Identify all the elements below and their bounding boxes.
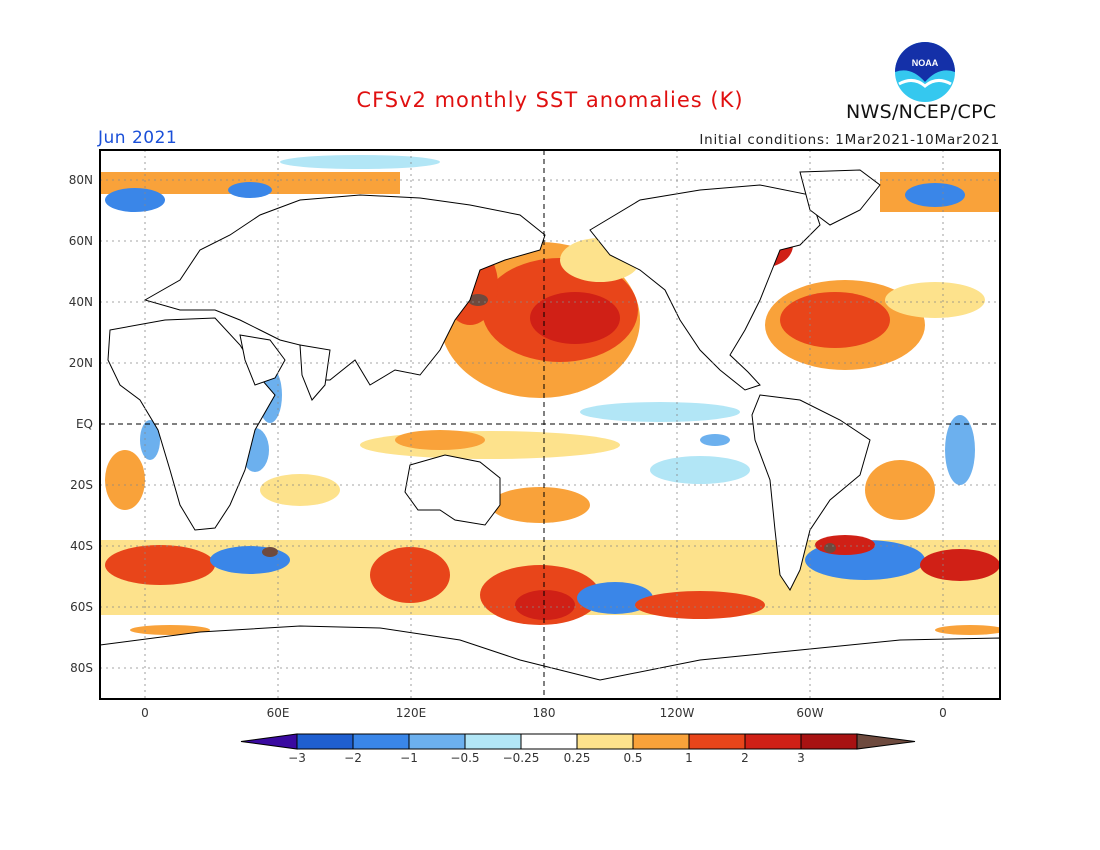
- colorbar-label: −2: [344, 751, 362, 765]
- colorbar-box: [408, 733, 466, 750]
- initial-conditions: Initial conditions: 1Mar2021-10Mar2021: [699, 132, 1000, 148]
- logo-text: NOAA: [912, 58, 939, 68]
- latitude-labels: 80N 60N 40N 20N EQ 20S 40S 60S 80S: [69, 173, 93, 675]
- colorbar-label: 0.5: [623, 751, 642, 765]
- colorbar-box: [296, 733, 354, 750]
- colorbar-label: −1: [400, 751, 418, 765]
- colorbar-box: [352, 733, 410, 750]
- noaa-logo: NOAA: [895, 42, 955, 102]
- lon-label: 60E: [267, 706, 290, 720]
- colorbar-box: [800, 733, 858, 750]
- colorbar-label: −0.5: [450, 751, 479, 765]
- longitude-labels: 0 60E 120E 180 120W 60W 0: [141, 706, 947, 720]
- map-frame: [99, 149, 1001, 700]
- lon-label: 180: [533, 706, 556, 720]
- lat-label: 80S: [70, 661, 93, 675]
- colorbar-box: [632, 733, 690, 750]
- colorbar-label: 1: [685, 751, 693, 765]
- lat-label: 80N: [69, 173, 93, 187]
- colorbar-box: [464, 733, 522, 750]
- colorbar-arrow-low: [240, 733, 298, 750]
- colorbar-arrow-high: [856, 733, 916, 750]
- lon-label: 120E: [396, 706, 427, 720]
- colorbar-label: 3: [797, 751, 805, 765]
- lat-label: 40N: [69, 295, 93, 309]
- map-title: CFSv2 monthly SST anomalies (K): [356, 88, 744, 112]
- agency-label: NWS/NCEP/CPC: [846, 101, 997, 123]
- colorbar-label: 2: [741, 751, 749, 765]
- colorbar-label: 0.25: [564, 751, 591, 765]
- lon-label: 120W: [660, 706, 695, 720]
- lat-label: EQ: [76, 417, 93, 431]
- lon-label: 0: [141, 706, 149, 720]
- gridlines: [100, 150, 1000, 699]
- lat-label: 40S: [70, 539, 93, 553]
- colorbar-box: [520, 733, 578, 750]
- lat-label: 20N: [69, 356, 93, 370]
- continents: [100, 169, 1000, 699]
- colorbar: −3 −2 −1 −0.5 −0.25 0.25 0.5 1 2 3: [240, 733, 916, 765]
- lon-label: 60W: [796, 706, 823, 720]
- colorbar-box: [576, 733, 634, 750]
- colorbar-box: [688, 733, 746, 750]
- lat-label: 60N: [69, 234, 93, 248]
- colorbar-label: −3: [288, 751, 306, 765]
- colorbar-box: [744, 733, 802, 750]
- forecast-month: Jun 2021: [98, 128, 178, 148]
- colorbar-label: −0.25: [503, 751, 540, 765]
- lat-label: 20S: [70, 478, 93, 492]
- reference-lines: [100, 150, 1000, 699]
- lat-label: 60S: [70, 600, 93, 614]
- lon-label: 0: [939, 706, 947, 720]
